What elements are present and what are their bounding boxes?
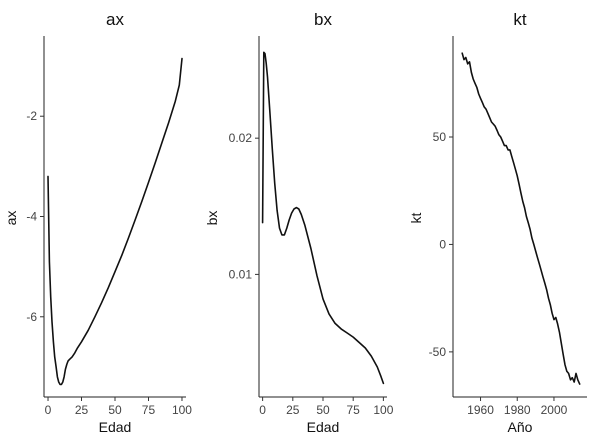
panel-bx: bx bx Edad 0 25 50 75 100 0.01 0.02 [204,10,394,435]
x-tick-label-ax: 25 [75,403,89,417]
panel-kt: kt kt Año 1960 1980 2000 -50 0 50 [408,10,587,435]
x-tick-label-bx: 100 [373,403,393,417]
y-axis-title-kt: kt [408,212,424,223]
x-tick-label-kt: 2000 [541,403,568,417]
panel-title-bx: bx [314,10,332,29]
x-tick-label-ax: 0 [45,403,52,417]
y-tick-label-bx: 0.01 [229,267,253,281]
y-tick-label-kt: -50 [429,345,447,359]
x-tick-label-kt: 1960 [467,403,494,417]
x-tick-label-ax: 100 [172,403,192,417]
x-axis-title-kt: Año [508,419,533,435]
y-tick-label-kt: 0 [439,237,446,251]
y-axis-title-bx: bx [204,211,220,226]
y-tick-label-kt: 50 [433,130,447,144]
x-axis-title-ax: Edad [99,419,132,435]
panel-title-kt: kt [513,10,527,29]
x-tick-label-bx: 50 [316,403,330,417]
panel-ax: ax ax Edad 0 25 50 75 100 -6 -4 -2 [3,10,192,435]
x-axis-title-bx: Edad [307,419,340,435]
series-line-kt [461,52,581,385]
y-tick-label-ax: -6 [26,310,37,324]
x-tick-label-kt: 1980 [504,403,531,417]
x-tick-label-bx: 25 [286,403,300,417]
series-line-ax [47,57,183,386]
x-tick-label-bx: 0 [259,403,266,417]
y-tick-label-bx: 0.02 [229,131,253,145]
y-tick-label-ax: -2 [26,109,37,123]
series-line-bx [261,51,385,385]
y-tick-label-ax: -4 [26,210,37,224]
y-axis-title-ax: ax [3,211,19,226]
x-tick-label-ax: 50 [108,403,122,417]
panel-title-ax: ax [106,10,124,29]
x-tick-label-bx: 75 [347,403,361,417]
x-tick-label-ax: 75 [142,403,156,417]
